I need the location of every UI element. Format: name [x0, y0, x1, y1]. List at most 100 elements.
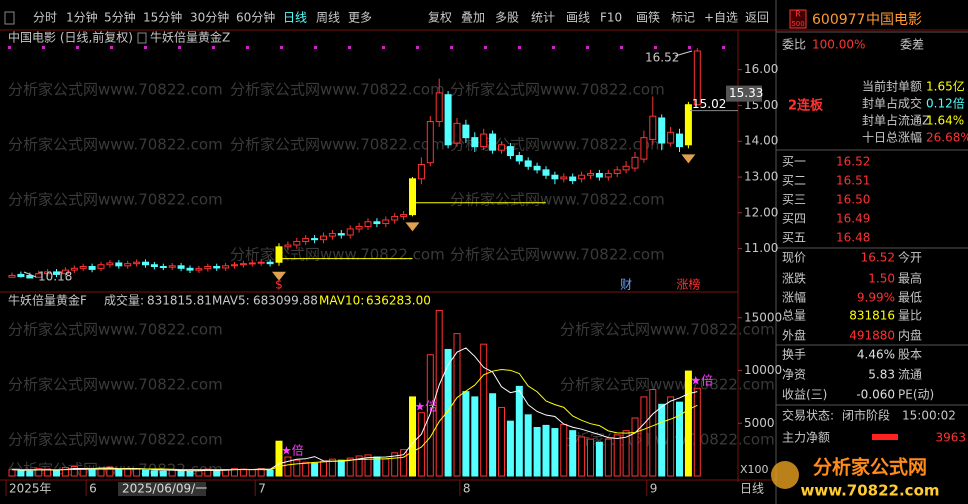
toolbar-button[interactable]: 统计	[531, 11, 555, 25]
dot	[212, 46, 215, 49]
candle-body	[284, 244, 292, 248]
dot	[586, 46, 589, 49]
volume-bar	[578, 436, 586, 477]
volume-bar	[177, 470, 185, 477]
low-pointer	[23, 271, 37, 278]
volume-value: 831815.81	[147, 294, 212, 308]
stat-value: 4.46%	[857, 348, 895, 362]
candle-body	[658, 117, 666, 144]
stat-value: 491880	[849, 329, 895, 343]
stat-label: 涨跌	[782, 271, 806, 286]
signal-label: ★倍	[281, 443, 304, 458]
candle-body	[409, 178, 416, 216]
dot	[518, 46, 521, 49]
stat-value: -0.060	[856, 388, 895, 402]
stat-value: 16.52	[861, 251, 895, 265]
stat-label: 最低	[898, 291, 922, 305]
candle-body	[417, 164, 425, 180]
tab[interactable]: 更多	[348, 11, 372, 25]
candle-body	[551, 174, 559, 180]
candle-body	[400, 214, 408, 217]
tab[interactable]: 分时	[33, 11, 57, 25]
menu-icon[interactable]	[4, 11, 15, 25]
volume-bar	[159, 470, 167, 477]
candle-body	[70, 267, 78, 271]
candle-body	[320, 235, 327, 241]
watermark: 分析家公式网www.70822.com	[450, 81, 665, 99]
candle-body	[150, 264, 158, 268]
candle-body	[35, 273, 43, 278]
last-price: 15.33	[729, 86, 763, 100]
candle-body	[364, 221, 372, 227]
candle-body	[61, 269, 69, 275]
dot	[552, 46, 555, 49]
volume-bar	[44, 468, 52, 477]
volume-bar	[150, 470, 158, 477]
candle-body	[266, 261, 274, 265]
toolbar-button[interactable]: 画筷	[636, 10, 660, 25]
volume-bar	[8, 469, 16, 477]
stat-label: 外盘	[782, 328, 806, 343]
watermark: 分析家公式网www.70822.com	[230, 246, 445, 264]
toolbar-button[interactable]: F10	[600, 11, 622, 25]
volume-bar	[382, 458, 390, 477]
chart-title: 中国电影 (日线,前复权)	[8, 30, 133, 45]
volume-unit: X100	[740, 463, 769, 476]
dot	[416, 46, 419, 49]
bid-label: 买四	[782, 212, 806, 226]
toolbar-button[interactable]: 叠加	[461, 11, 485, 25]
ma-line	[11, 347, 698, 472]
volume-bar	[667, 396, 675, 477]
indicator-icon[interactable]	[137, 32, 147, 44]
stat-label: 股本	[898, 348, 922, 362]
candle-body	[133, 261, 141, 265]
seal-label: 封单占成交	[862, 96, 922, 111]
candle-body	[462, 124, 470, 139]
stat-label: 今开	[898, 250, 922, 265]
dot	[722, 46, 725, 49]
y-tick-label: 11.00	[744, 241, 778, 255]
candle-body	[204, 266, 212, 270]
cursor-date: 2025/06/09/一	[122, 482, 207, 496]
candle-body	[186, 267, 194, 271]
dot	[314, 46, 317, 49]
candle-body	[124, 263, 132, 267]
stat-label: 量比	[898, 309, 922, 323]
stat-label: 总量	[782, 309, 806, 323]
logo-icon	[771, 461, 799, 489]
tab[interactable]: 15分钟	[143, 10, 182, 25]
watermark: 分析家公式网www.70822.com	[230, 81, 445, 99]
stock-code: 600977	[812, 12, 865, 28]
watermark: 分析家公式网www.70822.com	[8, 376, 223, 394]
toolbar-button[interactable]: 画线	[566, 11, 590, 25]
tab[interactable]: 5分钟	[104, 10, 136, 25]
y-tick-label: 10000	[744, 363, 782, 377]
candle-body	[382, 219, 390, 225]
stock-name: 中国电影	[866, 12, 922, 28]
tab[interactable]: 周线	[316, 11, 340, 25]
tab[interactable]: 30分钟	[190, 10, 229, 25]
toolbar-button[interactable]: 标记	[671, 11, 695, 25]
volume-bar	[480, 343, 488, 477]
low-label: 10.18	[38, 270, 72, 284]
tab[interactable]: 日线	[283, 11, 307, 25]
x-tick-label: 9	[650, 482, 658, 496]
tab[interactable]: 60分钟	[236, 10, 275, 25]
toolbar-button[interactable]: 多股	[495, 11, 519, 25]
tab[interactable]: 1分钟	[66, 10, 98, 25]
volume-bar	[524, 414, 532, 477]
candle-body	[667, 131, 675, 144]
candle-body	[213, 266, 221, 269]
toolbar-button[interactable]: 返回	[745, 11, 769, 25]
volume-bar	[17, 470, 25, 477]
main-net-value: 3963	[935, 431, 966, 445]
volume-bar	[284, 456, 292, 477]
candle-body	[337, 233, 345, 236]
volume-bar	[489, 393, 497, 477]
stat-value: 831816	[849, 309, 895, 323]
ma-line	[11, 368, 698, 471]
volume-bar	[61, 467, 69, 477]
toolbar-button[interactable]: +自选	[704, 11, 738, 25]
candle-body	[355, 225, 363, 230]
toolbar-button[interactable]: 复权	[428, 11, 452, 25]
